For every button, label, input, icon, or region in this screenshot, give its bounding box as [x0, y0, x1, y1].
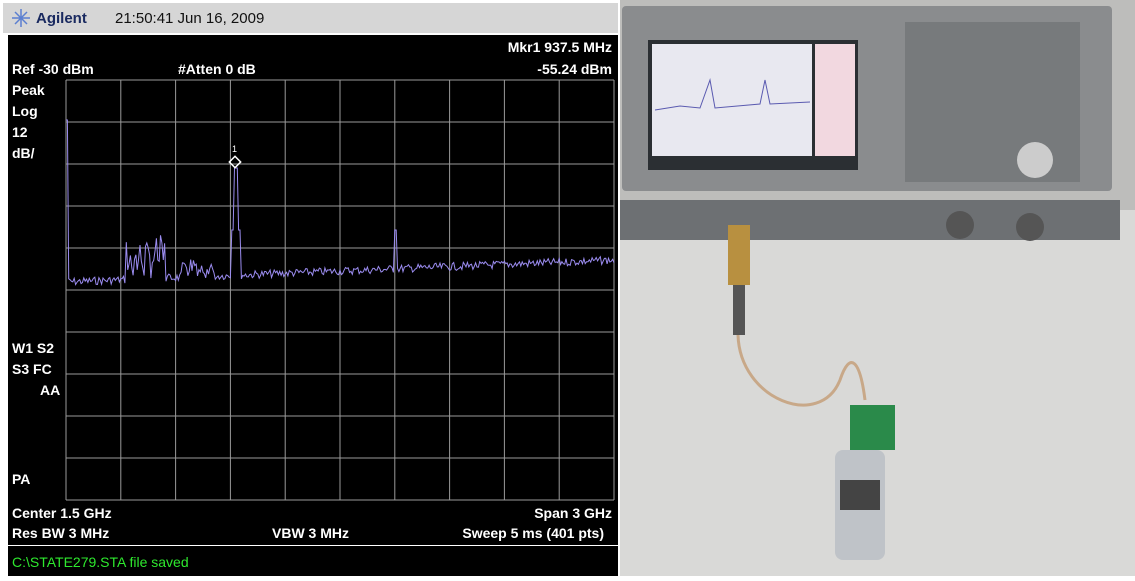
mode-label: S3 FC	[12, 361, 52, 377]
ref-level: Ref -30 dBm	[12, 61, 94, 77]
left-label: Log	[12, 103, 38, 119]
vbw: VBW 3 MHz	[272, 525, 349, 541]
brand: Agilent	[36, 10, 87, 27]
graticule	[65, 79, 615, 501]
photo	[620, 0, 1135, 576]
marker	[228, 155, 242, 169]
sweep: Sweep 5 ms (401 pts)	[462, 525, 604, 541]
left-label: 12	[12, 124, 28, 140]
span: Span 3 GHz	[534, 505, 612, 521]
mode-label: W1 S2	[12, 340, 54, 356]
pa-label: PA	[12, 471, 30, 487]
left-label: Peak	[12, 82, 45, 98]
agilent-logo	[12, 9, 30, 27]
trace	[66, 119, 615, 287]
status-text: C:\STATE279.STA file saved	[12, 554, 189, 570]
marker-id: 1	[232, 144, 237, 154]
mode-label: AA	[40, 382, 60, 398]
res-bw: Res BW 3 MHz	[12, 525, 109, 541]
timestamp: 21:50:41 Jun 16, 2009	[115, 10, 264, 27]
atten: #Atten 0 dB	[178, 61, 256, 77]
marker-level: -55.24 dBm	[537, 61, 612, 77]
status-bar	[8, 546, 618, 576]
header-bar	[3, 3, 618, 33]
center: Center 1.5 GHz	[12, 505, 112, 521]
left-label: dB/	[12, 145, 35, 161]
marker-readout: Mkr1 937.5 MHz	[508, 39, 612, 55]
